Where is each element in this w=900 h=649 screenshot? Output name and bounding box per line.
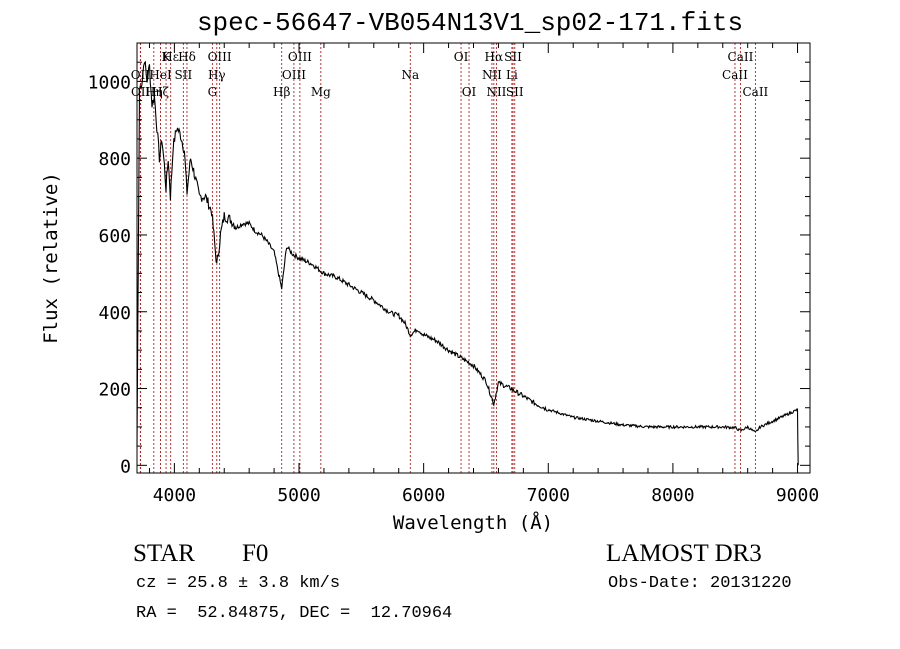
x-axis-label: Wavelength (Å) <box>393 511 553 534</box>
line-label: Hδ <box>178 50 196 64</box>
line-label: OII <box>131 68 151 82</box>
line-label: OIII <box>208 50 232 64</box>
line-label: NII <box>482 68 502 82</box>
y-tick-label: 1000 <box>88 72 131 93</box>
x-tick-label: 6000 <box>402 485 445 506</box>
line-label: NII <box>486 85 506 99</box>
line-label: Hε <box>162 50 179 64</box>
x-tick-label: 7000 <box>527 485 570 506</box>
line-label: Li <box>506 68 518 82</box>
line-label: SII <box>175 68 193 82</box>
line-label: CaII <box>728 50 754 64</box>
y-tick-label: 600 <box>98 226 131 247</box>
y-axis-label: Flux (relative) <box>40 172 62 344</box>
y-tick-label: 800 <box>98 149 131 170</box>
chart-title: spec-56647-VB054N13V1_sp02-171.fits <box>196 8 744 38</box>
line-label: OI <box>454 50 469 64</box>
observation-date: Obs-Date: 20131220 <box>608 574 792 593</box>
survey-label: LAMOST DR3 <box>606 540 762 567</box>
coordinates: RA = 52.84875, DEC = 12.70964 <box>136 604 453 623</box>
line-label: OII <box>131 85 151 99</box>
line-label: CaII <box>742 85 768 99</box>
line-label: G <box>208 85 218 99</box>
line-label: SII <box>506 85 524 99</box>
line-markers <box>139 43 756 473</box>
plot-frame <box>136 42 811 474</box>
line-label: Hζ <box>152 85 169 99</box>
line-label: CaII <box>722 68 748 82</box>
line-label: Hη <box>145 85 163 99</box>
object-class: STAR <box>133 540 195 567</box>
spectrum-line <box>136 60 799 466</box>
object-subclass: F0 <box>242 540 269 567</box>
line-label: Hα <box>485 50 504 64</box>
x-axis: 4000 5000 6000 7000 8000 9000 <box>148 43 819 506</box>
x-tick-label: 9000 <box>776 485 819 506</box>
y-axis: 0 200 400 600 800 1000 <box>88 42 810 477</box>
line-label: OI <box>462 85 477 99</box>
line-label: Hγ <box>208 68 226 82</box>
y-tick-label: 200 <box>98 380 131 401</box>
x-tick-label: 4000 <box>153 485 196 506</box>
line-label: HeI <box>149 68 172 82</box>
y-tick-label: 400 <box>98 303 131 324</box>
line-label: Mg <box>311 85 331 99</box>
redshift-value: cz = 25.8 ± 3.8 km/s <box>136 574 341 593</box>
y-tick-label: 0 <box>120 456 131 477</box>
line-label: OIII <box>282 68 306 82</box>
line-label: OIII <box>288 50 312 64</box>
line-label: Hβ <box>273 85 290 99</box>
line-label: SII <box>504 50 522 64</box>
line-label: K <box>162 50 172 64</box>
x-tick-label: 8000 <box>651 485 694 506</box>
x-tick-label: 5000 <box>277 485 320 506</box>
line-label: Na <box>401 68 419 82</box>
